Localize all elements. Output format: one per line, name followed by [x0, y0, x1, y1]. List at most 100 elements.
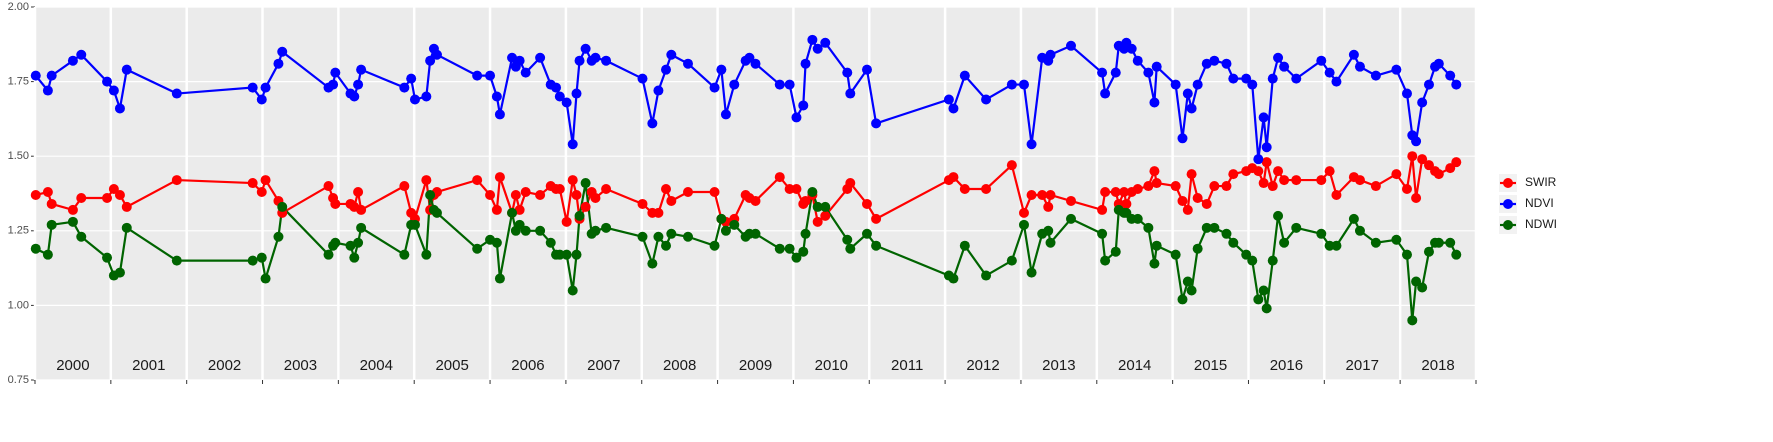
point	[1331, 76, 1342, 87]
point	[1006, 255, 1017, 266]
point	[67, 204, 78, 215]
point	[1097, 67, 1108, 78]
point	[1221, 58, 1232, 69]
point	[1151, 240, 1162, 251]
point	[871, 213, 882, 224]
point	[791, 184, 802, 195]
point	[774, 172, 785, 183]
point	[353, 237, 364, 248]
point	[1132, 55, 1143, 66]
point	[1261, 142, 1272, 153]
point	[1228, 237, 1239, 248]
point	[494, 109, 505, 120]
point	[709, 82, 720, 93]
point	[247, 178, 258, 189]
point	[260, 82, 271, 93]
point	[842, 234, 853, 245]
point	[356, 204, 367, 215]
point	[1354, 225, 1365, 236]
point	[845, 88, 856, 99]
point	[1149, 166, 1160, 177]
point	[1391, 169, 1402, 180]
year-label: 2015	[1194, 357, 1227, 374]
point	[1370, 70, 1381, 81]
legend-point	[1503, 178, 1513, 188]
point	[330, 237, 341, 248]
point	[1261, 157, 1272, 168]
point	[981, 94, 992, 105]
point	[277, 201, 288, 212]
point	[1132, 184, 1143, 195]
point	[647, 258, 658, 269]
point	[1401, 184, 1412, 195]
point	[807, 187, 818, 198]
point	[1316, 228, 1327, 239]
point	[647, 118, 658, 129]
point	[590, 192, 601, 203]
point	[784, 243, 795, 254]
legend-point	[1503, 220, 1513, 230]
point	[1267, 255, 1278, 266]
point	[30, 189, 41, 200]
point	[409, 94, 420, 105]
point	[102, 76, 113, 87]
point	[948, 172, 959, 183]
y-tick-label: 2.00	[8, 1, 29, 13]
point	[1316, 55, 1327, 66]
point	[1201, 222, 1212, 233]
year-label: 2003	[284, 357, 317, 374]
series-line	[35, 156, 1458, 224]
point	[1182, 204, 1193, 215]
point	[328, 79, 339, 90]
point	[1433, 169, 1444, 180]
point	[709, 187, 720, 198]
y-tick-label: 1.75	[8, 76, 29, 88]
legend-label: NDWI	[1525, 217, 1557, 231]
point	[399, 249, 410, 260]
point	[1291, 175, 1302, 186]
point	[590, 225, 601, 236]
point	[1143, 67, 1154, 78]
point	[114, 103, 125, 114]
point	[661, 184, 672, 195]
point	[1192, 243, 1203, 254]
year-label: 2017	[1346, 357, 1379, 374]
point	[1279, 175, 1290, 186]
point	[256, 94, 267, 105]
point	[791, 112, 802, 123]
point	[330, 198, 341, 209]
year-label: 2001	[132, 357, 165, 374]
point	[716, 64, 727, 75]
point	[729, 79, 740, 90]
point	[425, 55, 436, 66]
point	[845, 178, 856, 189]
point	[1221, 228, 1232, 239]
point	[1037, 189, 1048, 200]
point	[1126, 43, 1137, 54]
point	[590, 52, 601, 63]
point	[1097, 228, 1108, 239]
point	[1149, 258, 1160, 269]
point	[1228, 73, 1239, 84]
point	[399, 82, 410, 93]
point	[171, 175, 182, 186]
point	[1258, 112, 1269, 123]
point	[545, 237, 556, 248]
point	[1401, 88, 1412, 99]
point	[431, 49, 442, 60]
point	[256, 187, 267, 198]
point	[277, 46, 288, 57]
year-label: 2009	[739, 357, 772, 374]
point	[683, 187, 694, 198]
point	[520, 187, 531, 198]
point	[273, 231, 284, 242]
point	[1253, 294, 1264, 305]
point	[491, 91, 502, 102]
point	[1451, 157, 1462, 168]
year-label: 2012	[966, 357, 999, 374]
point	[666, 49, 677, 60]
point	[800, 58, 811, 69]
point	[76, 192, 87, 203]
point	[861, 64, 872, 75]
point	[561, 97, 572, 108]
